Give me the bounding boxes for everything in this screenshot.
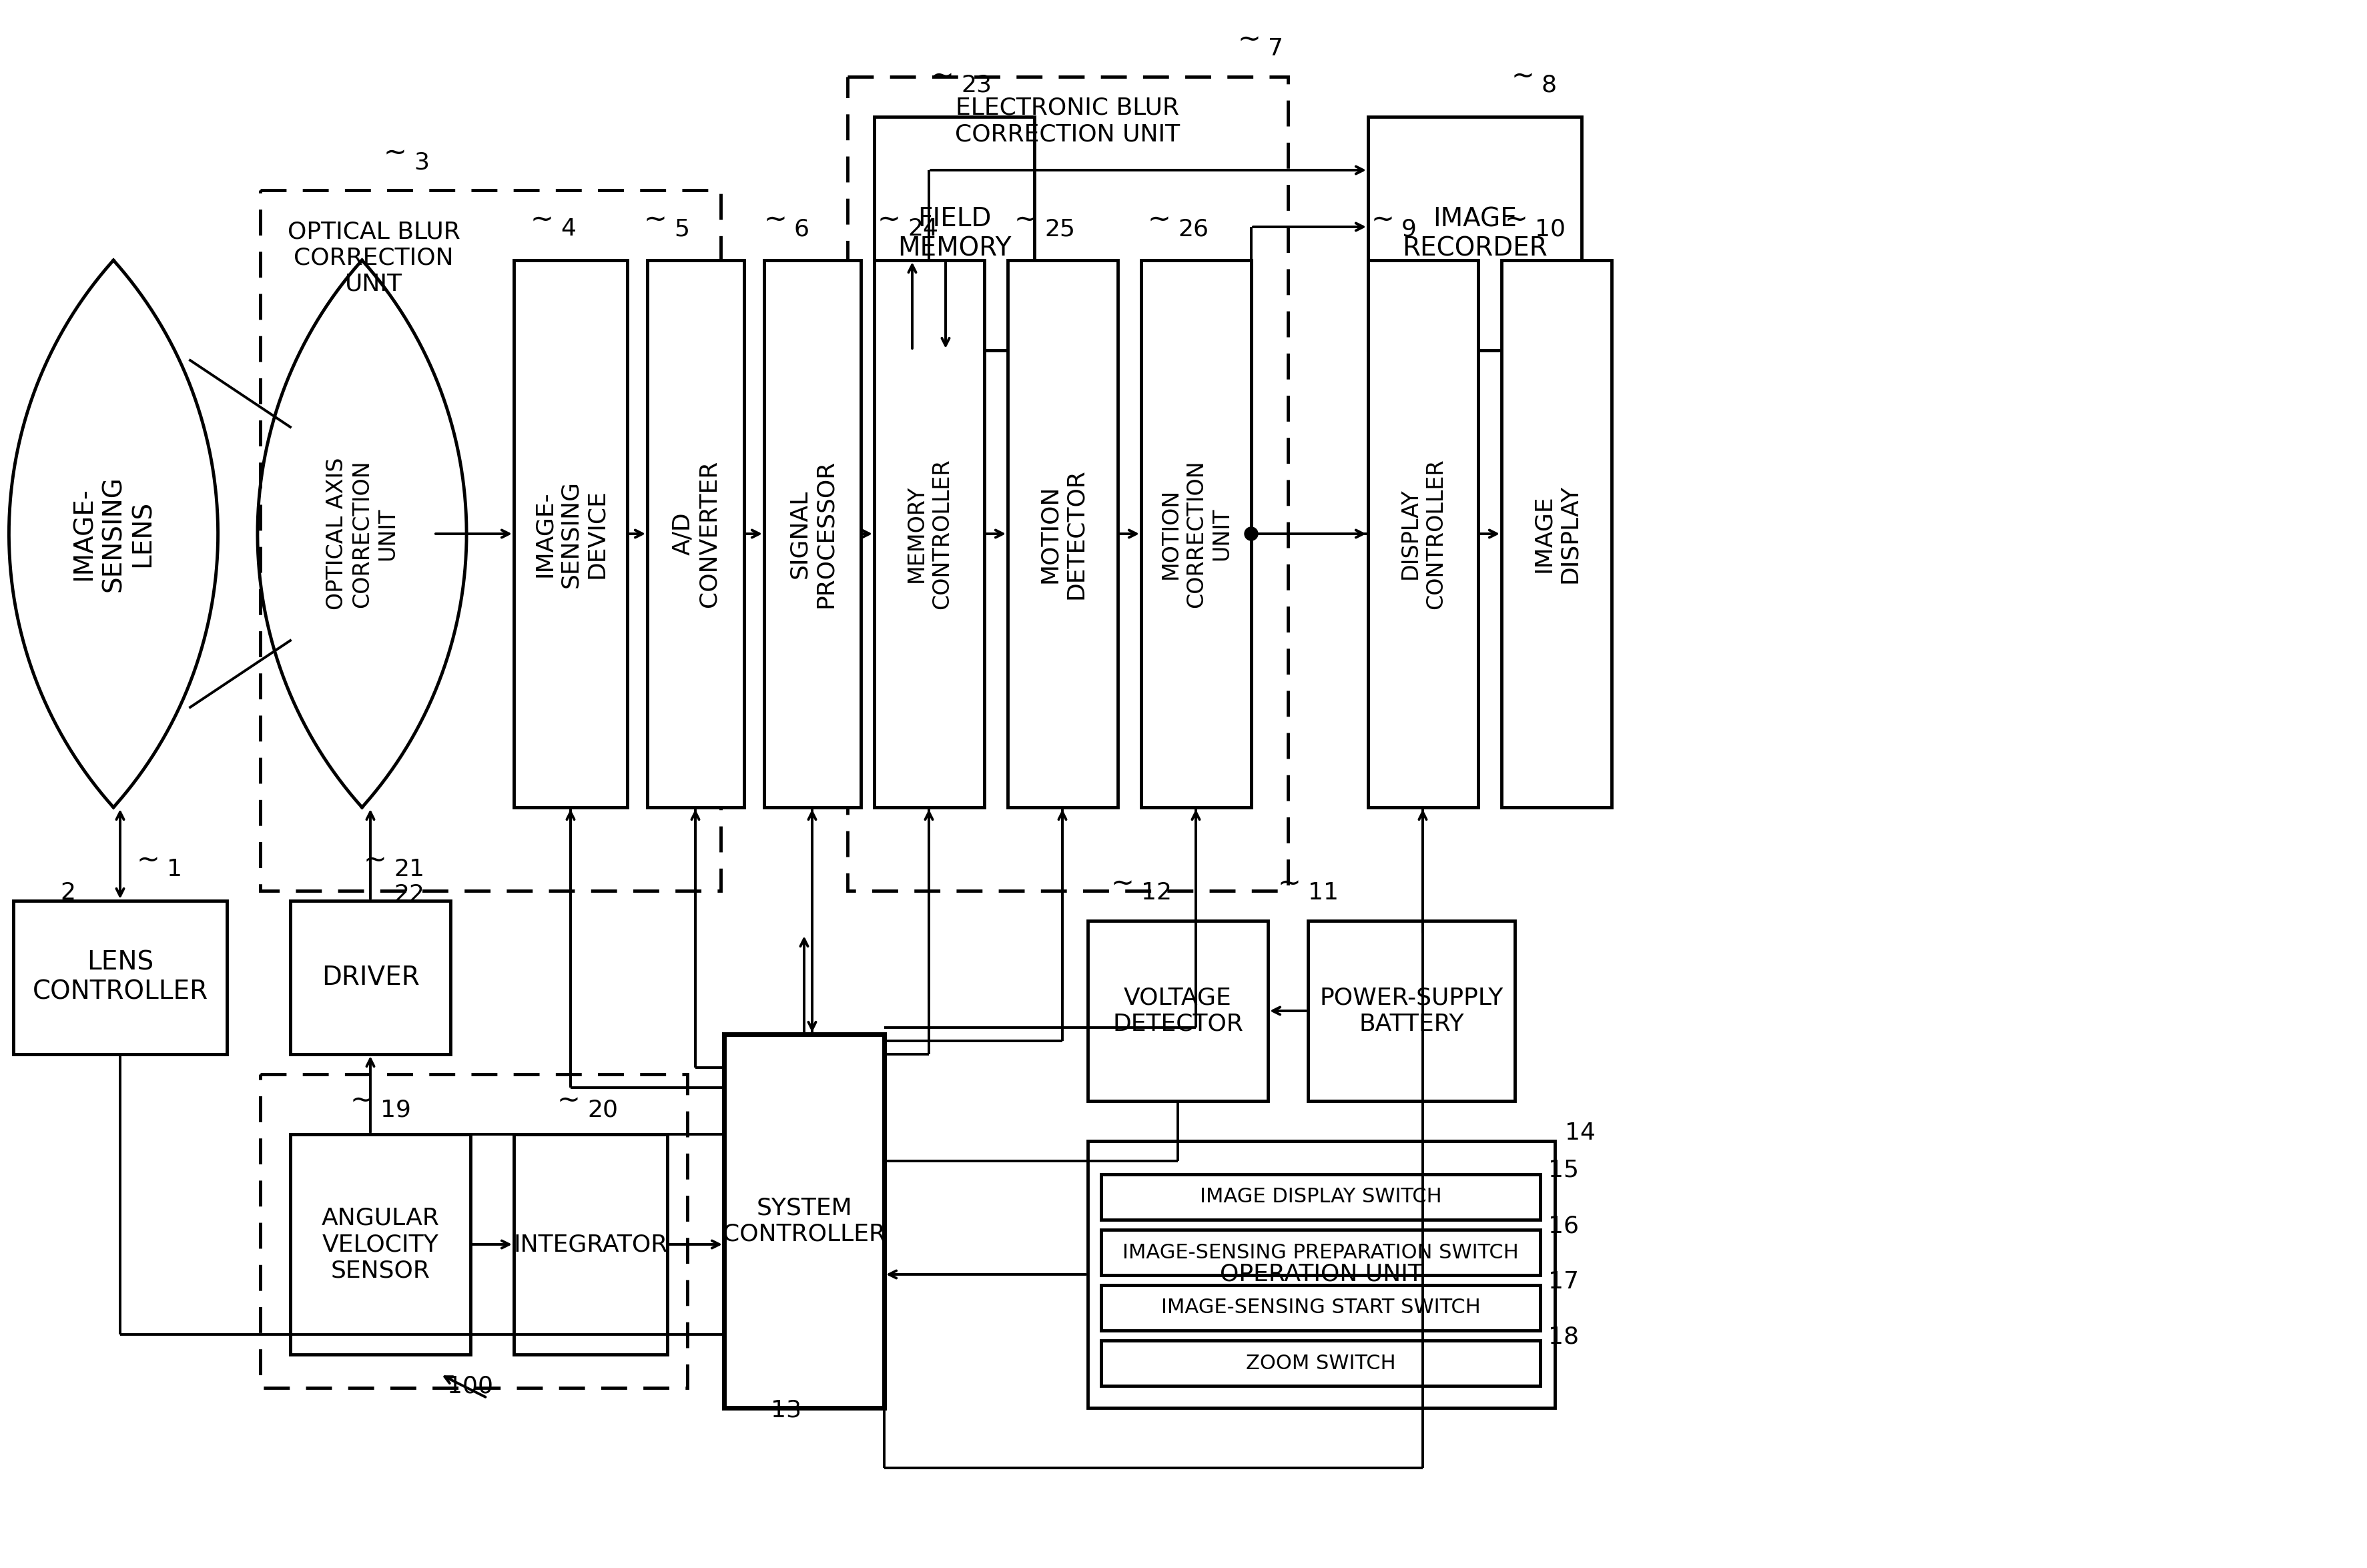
Text: INTEGRATOR: INTEGRATOR <box>514 1232 667 1256</box>
Bar <box>260 190 720 891</box>
Text: 4: 4 <box>561 218 575 240</box>
Bar <box>1141 260 1252 808</box>
Text: 10: 10 <box>1534 218 1565 240</box>
Text: 1: 1 <box>166 858 182 881</box>
Bar <box>873 116 1034 350</box>
Bar <box>514 1134 667 1355</box>
Text: ∼: ∼ <box>383 140 407 166</box>
Text: ∼: ∼ <box>930 63 954 89</box>
Text: ∼: ∼ <box>878 205 899 234</box>
Bar <box>1089 920 1269 1101</box>
Text: ∼: ∼ <box>1110 869 1134 897</box>
Text: 5: 5 <box>675 218 689 240</box>
Text: POWER-SUPPLY
BATTERY: POWER-SUPPLY BATTERY <box>1318 986 1503 1035</box>
Bar <box>1008 260 1117 808</box>
Text: IMAGE DISPLAY SWITCH: IMAGE DISPLAY SWITCH <box>1200 1187 1442 1207</box>
Text: SIGNAL
PROCESSOR: SIGNAL PROCESSOR <box>788 459 838 608</box>
Circle shape <box>1245 527 1257 541</box>
Text: IMAGE
DISPLAY: IMAGE DISPLAY <box>1531 485 1581 583</box>
Text: ∼: ∼ <box>1013 205 1037 234</box>
Text: IMAGE-
SENSING
LENS: IMAGE- SENSING LENS <box>71 475 156 591</box>
Text: 12: 12 <box>1141 881 1172 905</box>
Bar <box>1368 116 1581 350</box>
Text: ANGULAR
VELOCITY
SENSOR: ANGULAR VELOCITY SENSOR <box>322 1207 440 1283</box>
Text: DISPLAY
CONTROLLER: DISPLAY CONTROLLER <box>1399 458 1446 608</box>
Text: 24: 24 <box>907 218 937 240</box>
Text: ELECTRONIC BLUR
CORRECTION UNIT: ELECTRONIC BLUR CORRECTION UNIT <box>956 97 1181 146</box>
Bar <box>1101 1286 1541 1331</box>
Bar <box>765 260 862 808</box>
Bar <box>514 260 627 808</box>
Bar <box>646 260 743 808</box>
Bar <box>14 900 227 1054</box>
Text: ∼: ∼ <box>137 847 161 873</box>
Bar <box>291 1134 471 1355</box>
Text: ∼: ∼ <box>1278 869 1302 897</box>
Text: 25: 25 <box>1044 218 1075 240</box>
Text: IMAGE-SENSING PREPARATION SWITCH: IMAGE-SENSING PREPARATION SWITCH <box>1122 1243 1520 1262</box>
Bar <box>873 260 985 808</box>
Text: ∼: ∼ <box>556 1087 580 1115</box>
Text: 15: 15 <box>1548 1159 1579 1181</box>
Text: ∼: ∼ <box>1148 205 1172 234</box>
Text: A/D
CONVERTER: A/D CONVERTER <box>672 461 720 607</box>
Text: OPTICAL AXIS
CORRECTION
UNIT: OPTICAL AXIS CORRECTION UNIT <box>327 458 398 610</box>
Bar <box>1101 1174 1541 1220</box>
Bar <box>1368 260 1477 808</box>
Text: 17: 17 <box>1548 1270 1579 1294</box>
Text: ∼: ∼ <box>1505 205 1527 234</box>
Bar <box>847 77 1288 891</box>
Text: IMAGE
RECORDER: IMAGE RECORDER <box>1401 205 1548 260</box>
Text: 23: 23 <box>961 74 992 97</box>
Text: 3: 3 <box>414 151 428 174</box>
Text: 26: 26 <box>1179 218 1210 240</box>
Text: ∼: ∼ <box>1370 205 1394 234</box>
Text: 11: 11 <box>1309 881 1340 905</box>
Text: MEMORY
CONTROLLER: MEMORY CONTROLLER <box>907 458 954 608</box>
Bar <box>1089 1142 1555 1408</box>
Text: 14: 14 <box>1565 1121 1595 1145</box>
Text: OPTICAL BLUR
CORRECTION
UNIT: OPTICAL BLUR CORRECTION UNIT <box>286 220 459 295</box>
Bar <box>1101 1341 1541 1386</box>
Text: 22: 22 <box>393 883 424 906</box>
Bar <box>724 1035 885 1408</box>
Text: 19: 19 <box>381 1098 412 1121</box>
Text: 18: 18 <box>1548 1327 1579 1348</box>
Text: ∼: ∼ <box>350 1087 374 1115</box>
Text: VOLTAGE
DETECTOR: VOLTAGE DETECTOR <box>1112 986 1243 1035</box>
Bar <box>291 900 450 1054</box>
Text: ∼: ∼ <box>365 847 386 873</box>
Bar <box>1501 260 1612 808</box>
Text: ZOOM SWITCH: ZOOM SWITCH <box>1245 1353 1397 1374</box>
Text: 13: 13 <box>772 1399 802 1421</box>
Text: 16: 16 <box>1548 1215 1579 1237</box>
Text: MOTION
DETECTOR: MOTION DETECTOR <box>1039 469 1086 599</box>
Text: IMAGE-
SENSING
DEVICE: IMAGE- SENSING DEVICE <box>533 480 608 588</box>
Text: 6: 6 <box>793 218 810 240</box>
Text: 8: 8 <box>1541 74 1557 97</box>
Text: OPERATION UNIT: OPERATION UNIT <box>1219 1264 1423 1286</box>
Text: 100: 100 <box>447 1375 492 1397</box>
Text: LENS
CONTROLLER: LENS CONTROLLER <box>33 950 208 1005</box>
Text: IMAGE-SENSING START SWITCH: IMAGE-SENSING START SWITCH <box>1160 1298 1479 1317</box>
Text: 9: 9 <box>1401 218 1415 240</box>
Text: 2: 2 <box>59 881 76 905</box>
Text: ∼: ∼ <box>644 205 667 234</box>
Text: ∼: ∼ <box>1238 25 1262 53</box>
Text: DRIVER: DRIVER <box>322 964 419 989</box>
Text: ∼: ∼ <box>765 205 788 234</box>
Text: 20: 20 <box>587 1098 618 1121</box>
Text: MOTION
CORRECTION
UNIT: MOTION CORRECTION UNIT <box>1160 459 1233 608</box>
Text: 7: 7 <box>1269 38 1283 60</box>
Text: 21: 21 <box>393 858 424 881</box>
Text: SYSTEM
CONTROLLER: SYSTEM CONTROLLER <box>722 1196 885 1245</box>
Text: ∼: ∼ <box>530 205 554 234</box>
Bar <box>1101 1229 1541 1275</box>
Bar <box>260 1074 686 1388</box>
Text: FIELD
MEMORY: FIELD MEMORY <box>897 205 1011 260</box>
Bar <box>1309 920 1515 1101</box>
Text: ∼: ∼ <box>1510 63 1534 89</box>
